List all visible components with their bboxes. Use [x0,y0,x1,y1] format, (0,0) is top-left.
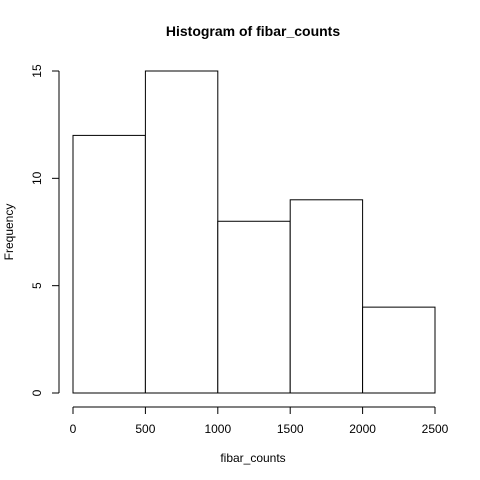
histogram-bar [144,70,219,394]
y-tick-label: 5 [30,282,44,289]
histogram-bar [72,134,146,394]
x-tick-label: 2000 [349,422,376,436]
x-tick-label: 2500 [422,422,449,436]
bars-group [72,70,436,394]
x-tick-label: 0 [70,422,77,436]
histogram-bar [217,220,291,394]
x-tick-label: 1000 [204,422,231,436]
y-axis-label: Frequency [2,204,16,261]
y-axis: 0 5 10 15 [30,64,60,396]
x-tick-label: 500 [135,422,155,436]
chart-title: Histogram of fibar_counts [166,23,340,39]
x-axis-label: fibar_counts [220,451,285,465]
x-tick-label: 1500 [277,422,304,436]
histogram-bar [362,306,436,394]
y-tick-label: 0 [30,389,44,396]
x-axis: 0 500 1000 1500 2000 2500 [70,406,449,436]
y-tick-label: 15 [30,64,44,78]
y-tick-label: 10 [30,171,44,185]
histogram-bar [289,199,364,394]
